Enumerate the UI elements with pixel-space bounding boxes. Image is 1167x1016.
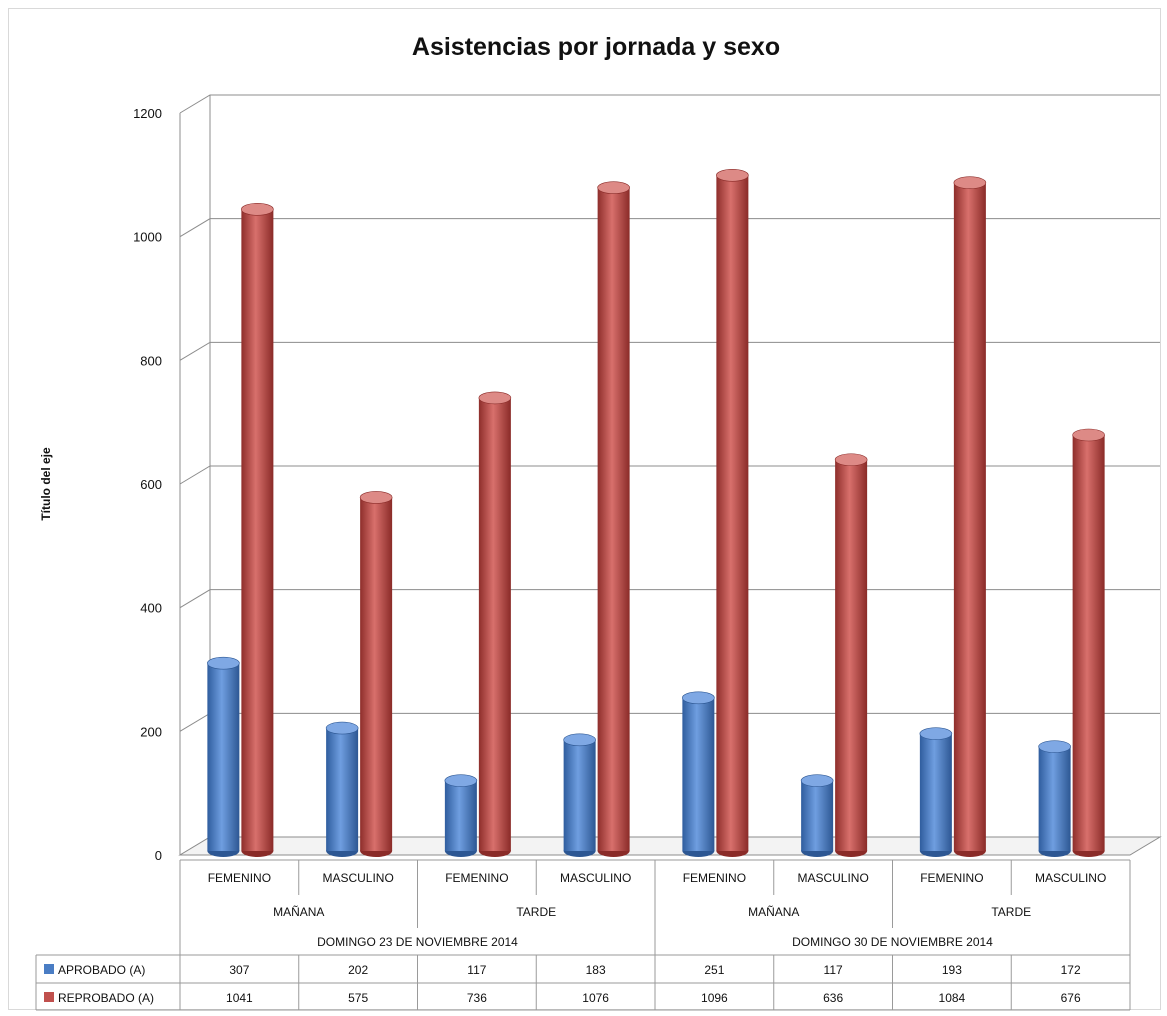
bar-reprobado xyxy=(597,181,630,857)
data-label: 575 xyxy=(348,991,368,1005)
data-table: FEMENINO MASCULINO FEMENINO MASCULINO FEMENI… xyxy=(35,859,1131,1011)
y-tick-label: 800 xyxy=(140,353,162,368)
y-axis-label: Título del eje xyxy=(39,447,53,521)
data-label: 636 xyxy=(823,991,843,1005)
chart-title: Asistencias por jornada y sexo xyxy=(412,33,780,61)
category-label: FEMENINO xyxy=(208,871,271,885)
data-label: 1096 xyxy=(701,991,728,1005)
data-label: 736 xyxy=(467,991,487,1005)
jornada-label: MAÑANA xyxy=(273,905,324,919)
fecha-label: DOMINGO 30 DE NOVIEMBRE 2014 xyxy=(792,935,993,949)
category-label: MASCULINO xyxy=(560,871,631,885)
legend-entry: APROBADO (A) xyxy=(58,963,145,977)
data-label: 117 xyxy=(467,963,486,977)
data-label: 172 xyxy=(1061,963,1081,977)
jornada-label: MAÑANA xyxy=(748,905,799,919)
legend-swatch xyxy=(44,992,54,1002)
jornada-label: TARDE xyxy=(991,905,1031,919)
bar-reprobado xyxy=(716,169,749,857)
bar-aprobado xyxy=(444,774,478,857)
data-label: 1084 xyxy=(939,991,966,1005)
y-tick-label: 600 xyxy=(140,477,162,492)
category-label: MASCULINO xyxy=(797,871,868,885)
y-tick-label: 0 xyxy=(155,848,162,863)
y-tick-label: 200 xyxy=(140,724,162,739)
data-label: 202 xyxy=(348,963,368,977)
bar-aprobado xyxy=(682,691,715,857)
data-label: 307 xyxy=(229,963,249,977)
y-tick-label: 1000 xyxy=(133,230,162,245)
gridline xyxy=(179,589,1160,609)
data-label: 193 xyxy=(942,963,962,977)
gridline xyxy=(179,465,1160,485)
bar-aprobado xyxy=(325,721,359,857)
data-label: 117 xyxy=(824,963,843,977)
data-label: 1041 xyxy=(226,991,253,1005)
y-tick-label: 400 xyxy=(140,601,162,616)
y-axis-ticks: 0 200 400 600 800 1000 1200 xyxy=(133,106,162,863)
data-label: 183 xyxy=(586,963,606,977)
category-label: FEMENINO xyxy=(683,871,746,885)
legend-swatch xyxy=(44,964,54,974)
bar-aprobado xyxy=(919,727,953,857)
fecha-label: DOMINGO 23 DE NOVIEMBRE 2014 xyxy=(317,935,518,949)
category-label: MASCULINO xyxy=(322,871,393,885)
category-label: FEMENINO xyxy=(445,871,508,885)
bar-aprobado xyxy=(800,774,834,857)
bar-reprobado xyxy=(478,391,512,857)
legend-entry: REPROBADO (A) xyxy=(58,991,154,1005)
bar-aprobado xyxy=(1038,740,1071,857)
bar-reprobado xyxy=(359,491,393,857)
y-tick-label: 1200 xyxy=(133,106,162,121)
category-label: FEMENINO xyxy=(920,871,983,885)
gridline xyxy=(179,94,1160,114)
category-label: MASCULINO xyxy=(1035,871,1106,885)
bars xyxy=(207,169,1105,857)
data-label: 1076 xyxy=(582,991,609,1005)
bar-aprobado xyxy=(563,733,596,857)
jornada-label: TARDE xyxy=(516,905,556,919)
bar-reprobado xyxy=(1072,428,1105,857)
bar-aprobado xyxy=(207,656,240,857)
bar-reprobado xyxy=(953,176,987,857)
bar-reprobado xyxy=(834,453,868,857)
gridline xyxy=(179,341,1160,361)
gridline xyxy=(179,218,1160,238)
data-label: 251 xyxy=(704,963,724,977)
bar-reprobado xyxy=(241,203,274,857)
data-label: 676 xyxy=(1061,991,1081,1005)
